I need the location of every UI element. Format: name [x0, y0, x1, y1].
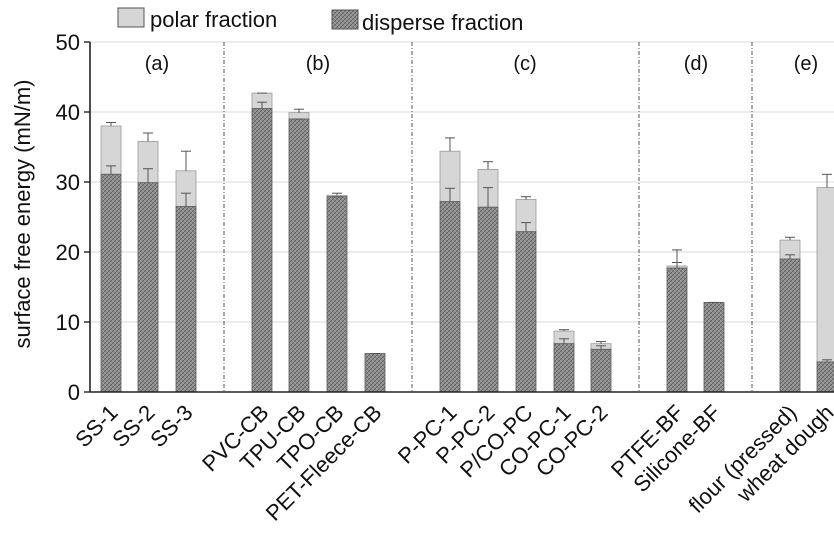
bar-disperse-silicone-bf [703, 301, 725, 393]
bar-disperse-ss-3 [175, 206, 197, 393]
y-tick-label-50: 50 [56, 30, 80, 55]
group-label-4: (d) [684, 53, 708, 75]
legend-swatch-polar [117, 7, 145, 28]
bar-disperse-pvc-cb [251, 108, 273, 393]
bar-disperse-flour-pressed [779, 258, 801, 393]
error-bars [106, 92, 832, 362]
legend-label-disperse: disperse fraction [362, 10, 523, 35]
y-tick-label-40: 40 [56, 100, 80, 125]
group-labels: (a) (b) (c) (d) (e) [145, 53, 818, 75]
bar-disperse-co-pc-1 [553, 343, 575, 393]
axes [84, 41, 834, 393]
bar-disperse-tpo-cb [326, 196, 348, 393]
legend-label-polar: polar fraction [150, 7, 277, 32]
bar-disperse-ss-1 [100, 173, 122, 393]
legend: polar fraction disperse fraction [117, 7, 523, 35]
bar-disperse-p-pc-1 [439, 201, 461, 393]
bar-polar-wheat-dough [816, 187, 834, 363]
y-tick-label-30: 30 [56, 170, 80, 195]
y-tick-labels: 0 10 20 30 40 50 [56, 30, 80, 405]
bar-disperse-p-pc-2 [477, 206, 499, 393]
group-label-3: (c) [513, 53, 536, 75]
y-tick-label-20: 20 [56, 240, 80, 265]
y-tick-label-10: 10 [56, 310, 80, 335]
x-tick-label-ss-3: SS-3 [145, 400, 197, 452]
bar-disperse-ss-2 [137, 182, 159, 393]
group-separators [223, 42, 753, 392]
y-tick-label-0: 0 [68, 380, 80, 405]
legend-swatch-disperse [331, 9, 359, 30]
bar-polar-tpu-cb [288, 112, 310, 120]
group-label-1: (a) [145, 53, 169, 75]
bar-disperse-co-pc-2 [590, 348, 612, 393]
x-tick-labels: SS-1SS-2SS-3 PVC-CBTPU-CBTPO-CBPET-Fleece… [70, 400, 834, 526]
bar-disperse-pet-fleece-cb [364, 353, 386, 393]
group-label-2: (b) [306, 53, 330, 75]
x-tick-label-ss-2: SS-2 [107, 400, 159, 452]
grid-lines [90, 41, 834, 323]
bar-disperse-wheat-dough [816, 361, 834, 393]
bars [100, 92, 834, 393]
bar-disperse-ptfe-bf [666, 267, 688, 393]
bar-disperse-tpu-cb [288, 118, 310, 393]
bar-disperse-p-co-pc [515, 231, 537, 393]
y-axis-title: surface free energy (mN/m) [10, 80, 35, 349]
group-label-5: (e) [794, 53, 818, 75]
